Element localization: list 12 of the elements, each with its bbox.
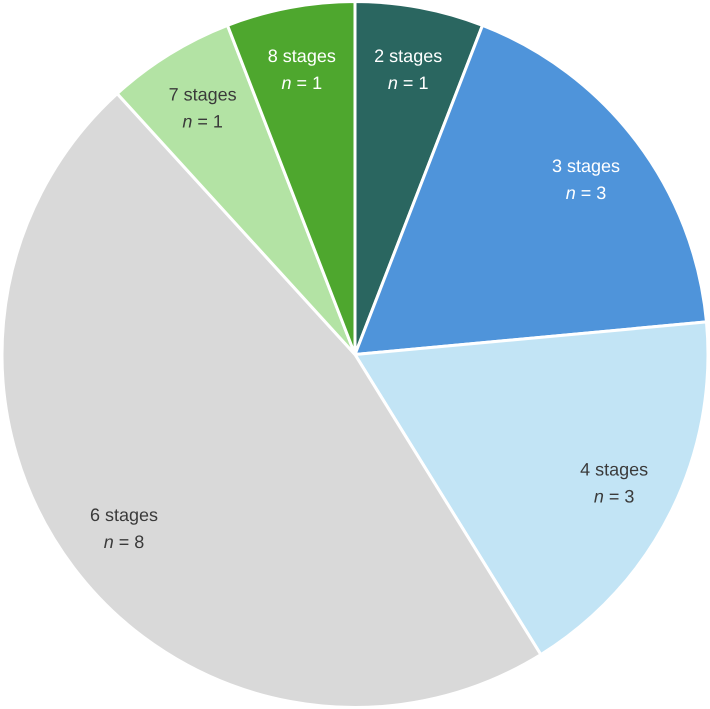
data-label: n = 1: [282, 72, 322, 93]
slice-label: 2 stages: [374, 46, 442, 66]
data-label: n = 3: [566, 183, 606, 204]
slice-label: 7 stages: [168, 84, 237, 104]
slice-label: 3 stages: [552, 156, 620, 176]
data-label: n = 1: [388, 72, 428, 93]
slice-label: 8 stages: [268, 46, 336, 66]
data-label: n = 8: [104, 532, 144, 552]
slice-label: 6 stages: [90, 504, 158, 525]
data-label: n = 1: [182, 111, 223, 132]
slice-label: 4 stages: [580, 459, 648, 480]
data-label: n = 3: [594, 486, 634, 507]
